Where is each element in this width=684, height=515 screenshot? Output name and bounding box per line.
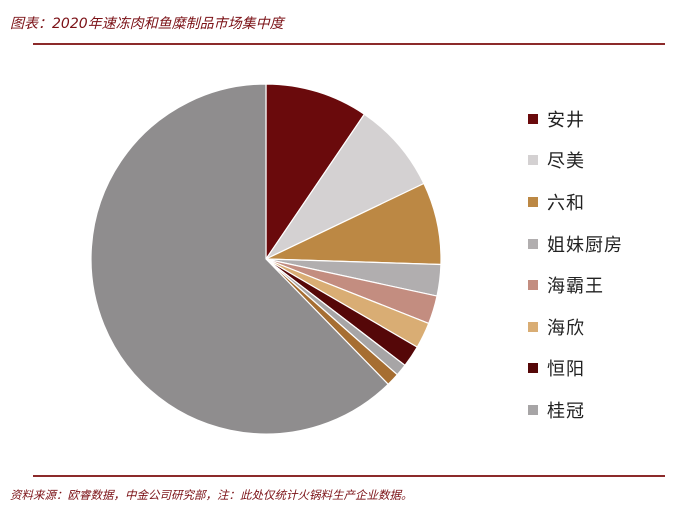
legend-swatch: [528, 196, 538, 207]
legend-label: 海霸王: [547, 276, 604, 298]
legend-label: 恒阳: [547, 359, 585, 381]
legend-label: 尽美: [547, 151, 585, 173]
legend-swatch: [528, 404, 538, 415]
legend-label: 安井: [547, 109, 585, 131]
legend-item: 尽美: [528, 140, 623, 182]
pie-slice-安井: [265, 83, 365, 260]
legend-item: 恒阳: [528, 348, 623, 390]
chart-legend: 安井尽美六和姐妹厨房海霸王海欣恒阳桂冠: [528, 98, 623, 431]
legend-label: 桂冠: [547, 400, 585, 422]
pie-slice-unlabeled-9: [90, 83, 389, 435]
top-divider: [33, 43, 665, 45]
legend-swatch: [528, 321, 538, 332]
legend-item: 海欣: [528, 306, 623, 348]
legend-label: 姐妹厨房: [547, 234, 623, 256]
legend-item: 桂冠: [528, 389, 623, 431]
legend-swatch: [528, 155, 538, 166]
legend-item: 安井: [528, 98, 623, 140]
legend-swatch: [528, 113, 538, 124]
legend-item: 姐妹厨房: [528, 223, 623, 265]
legend-label: 六和: [547, 192, 585, 214]
bottom-divider: [33, 475, 665, 477]
source-note: 资料来源：欧睿数据，中金公司研究部，注：此处仅统计火锅料生产企业数据。: [10, 488, 413, 502]
legend-swatch: [528, 238, 538, 249]
legend-item: 六和: [528, 181, 623, 223]
chart-title: 图表：2020年速冻肉和鱼糜制品市场集中度: [10, 16, 284, 32]
legend-item: 海霸王: [528, 264, 623, 306]
legend-label: 海欣: [547, 317, 585, 339]
legend-swatch: [528, 363, 538, 374]
pie-slice-尽美: [265, 113, 425, 260]
legend-swatch: [528, 280, 538, 291]
